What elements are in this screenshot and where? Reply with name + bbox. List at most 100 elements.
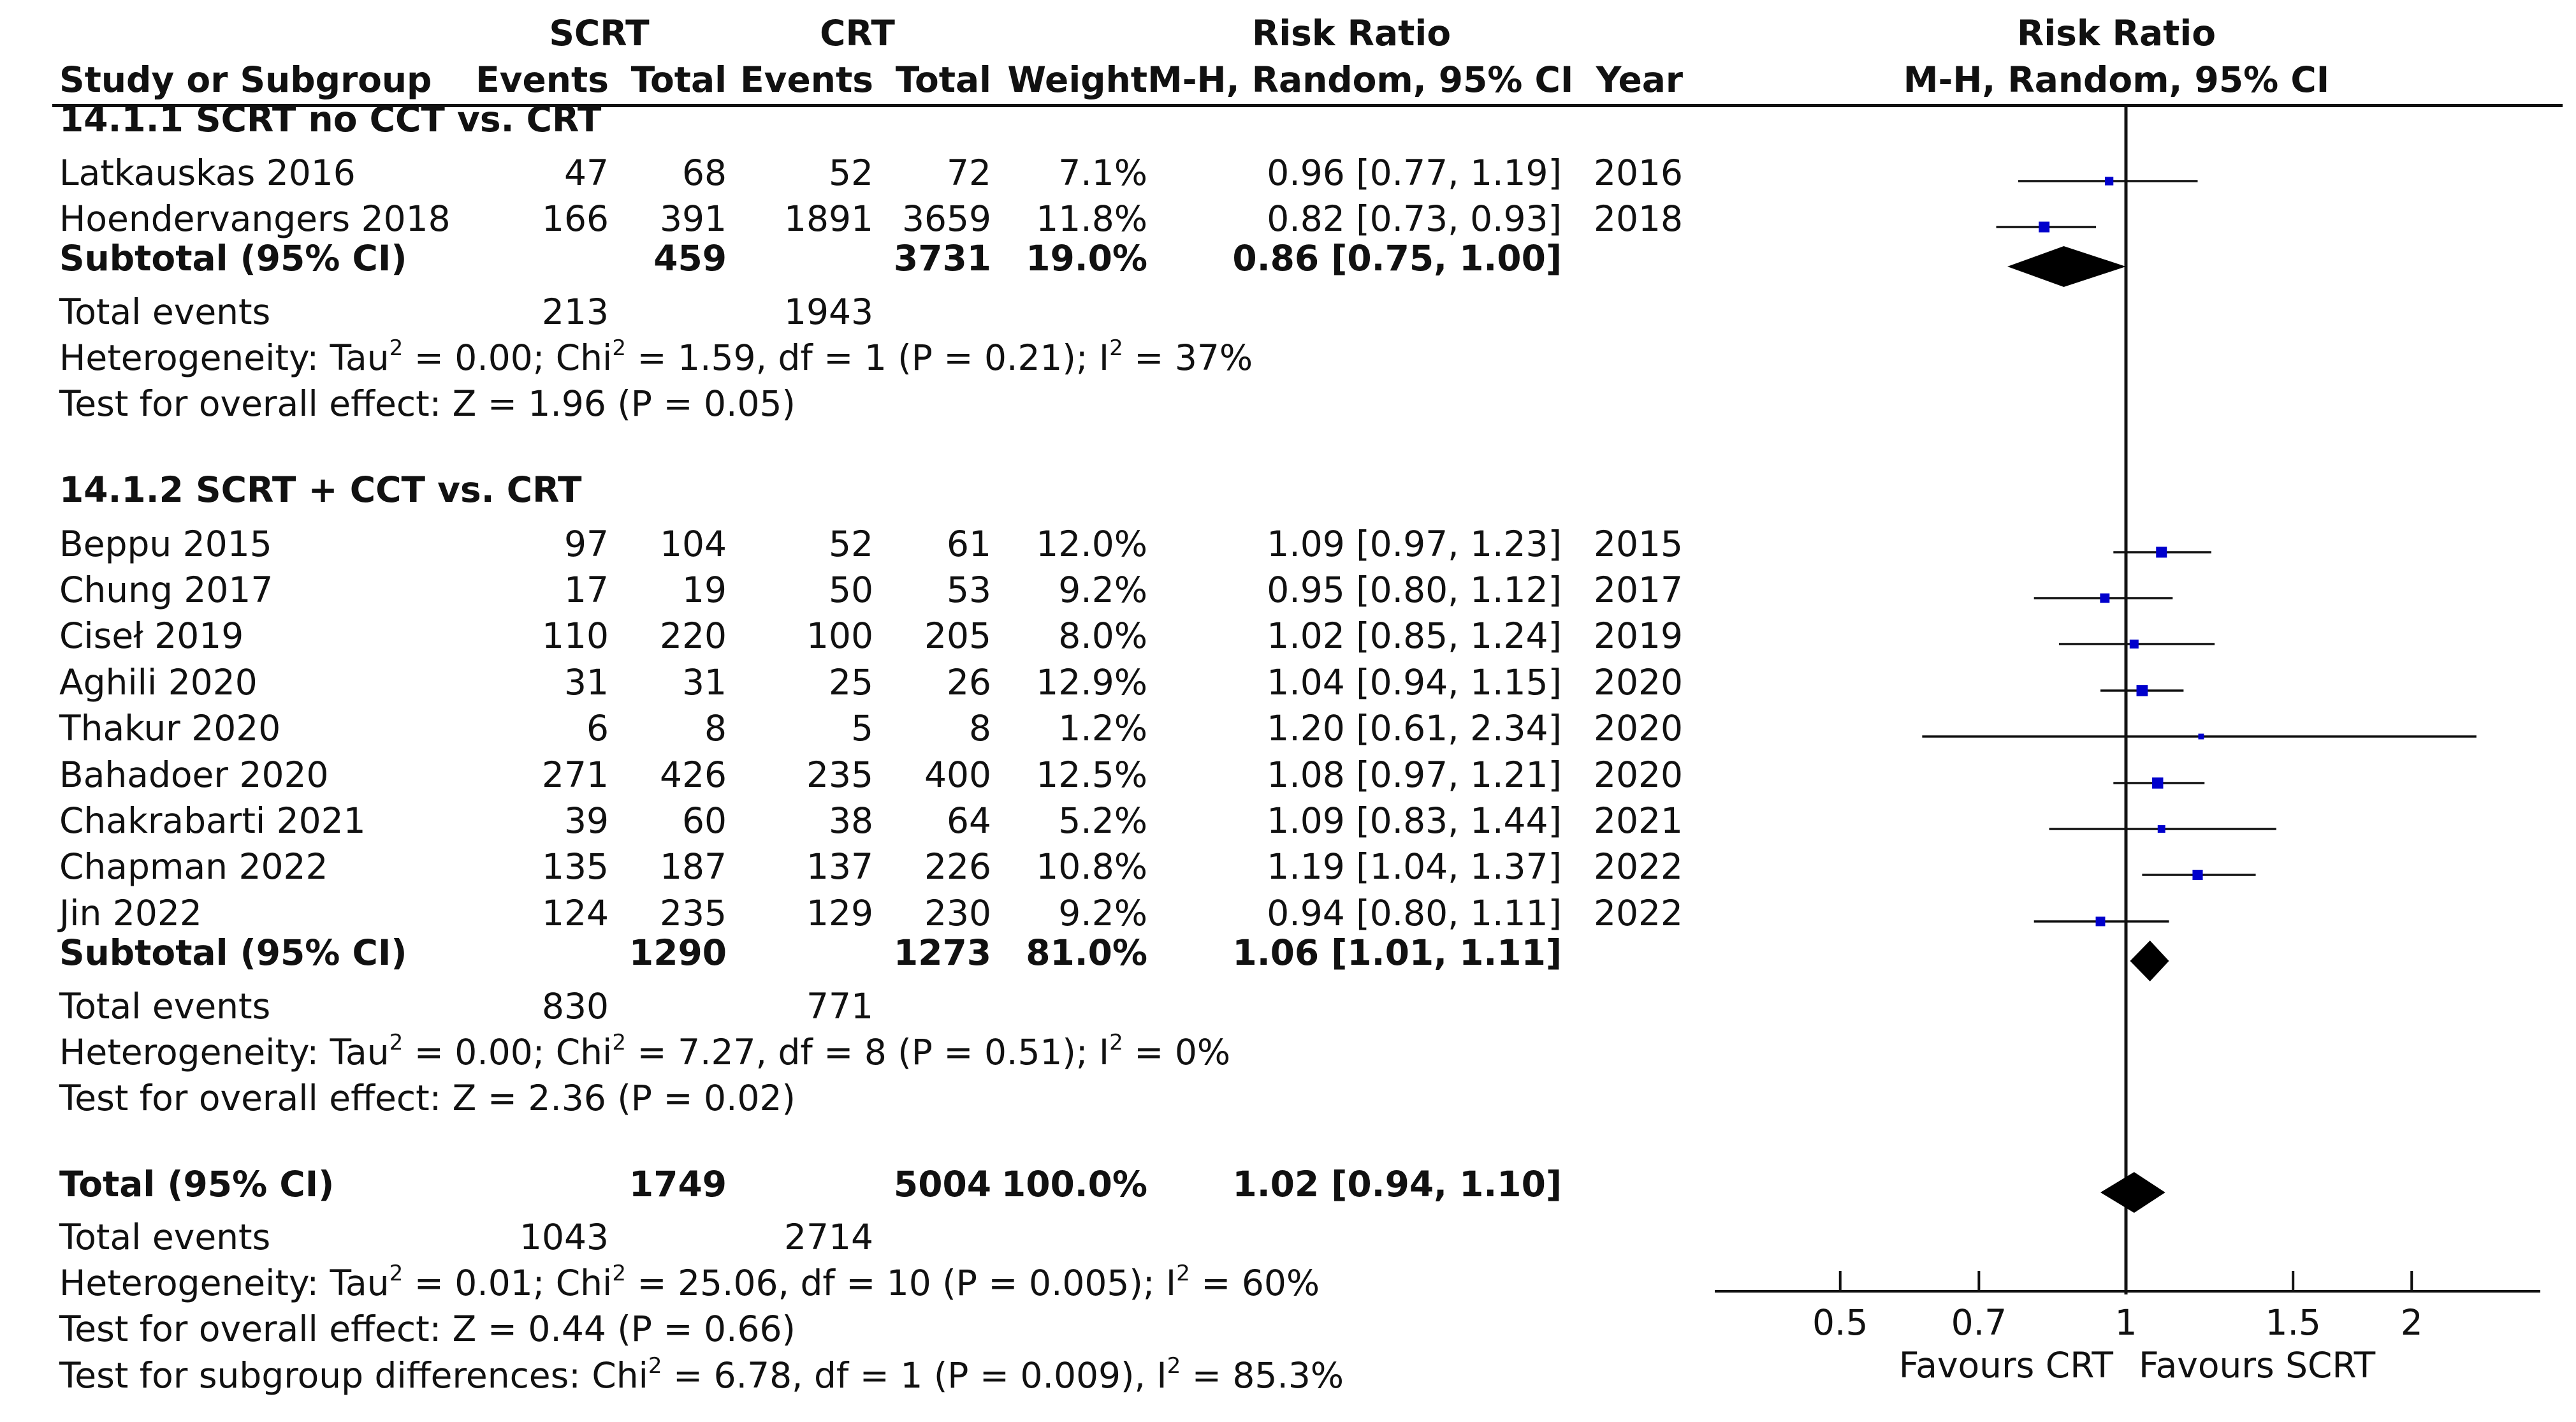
scrt-total: 220 bbox=[660, 615, 727, 656]
study-risk-ratio-ci: 1.20 [0.61, 2.34] bbox=[1267, 708, 1562, 749]
plot-title-header: Risk Ratio bbox=[2016, 13, 2216, 54]
superscript-two: 2 bbox=[1167, 1352, 1181, 1379]
study-marker bbox=[2192, 869, 2203, 881]
study-marker bbox=[2104, 177, 2114, 186]
study-risk-ratio-ci: 1.08 [0.97, 1.21] bbox=[1267, 754, 1562, 795]
study-year: 2018 bbox=[1594, 198, 1683, 239]
heterogeneity-text-part: = 1.59, df = 1 (P = 0.21); I bbox=[626, 337, 1110, 378]
study-risk-ratio-ci: 0.94 [0.80, 1.11] bbox=[1267, 893, 1562, 934]
total-events-scrt: 1043 bbox=[520, 1217, 609, 1257]
crt-total: 64 bbox=[947, 800, 991, 841]
crt-events: 25 bbox=[829, 662, 873, 703]
crt-total: 3659 bbox=[902, 198, 991, 239]
crt-events: 1891 bbox=[784, 198, 873, 239]
total-label: Total (95% CI) bbox=[59, 1164, 335, 1205]
crt-events: 38 bbox=[829, 800, 873, 841]
study-year: 2022 bbox=[1594, 846, 1683, 887]
crt-events: 52 bbox=[829, 524, 873, 564]
subtotal-risk-ratio-ci: 1.06 [1.01, 1.11] bbox=[1232, 932, 1562, 973]
study-weight: 1.2% bbox=[1058, 708, 1147, 749]
crt-events: 137 bbox=[806, 846, 873, 887]
study-marker bbox=[2100, 593, 2110, 603]
scrt-events: 47 bbox=[564, 152, 609, 193]
heterogeneity-text-part: Heterogeneity: Tau bbox=[59, 337, 389, 378]
study-marker bbox=[2039, 221, 2050, 233]
study-name: Chapman 2022 bbox=[59, 846, 328, 887]
crt-events: 50 bbox=[829, 569, 873, 610]
study-marker bbox=[2198, 733, 2204, 740]
study-name: Chakrabarti 2021 bbox=[59, 800, 366, 841]
study-marker bbox=[2129, 640, 2139, 649]
heterogeneity-text-part: = 0.00; Chi bbox=[403, 1032, 613, 1073]
study-marker bbox=[2095, 916, 2106, 927]
x-axis-tick-label: 2 bbox=[2401, 1302, 2423, 1343]
superscript-two: 2 bbox=[1176, 1260, 1190, 1286]
superscript-two: 2 bbox=[612, 1260, 627, 1286]
study-year: 2020 bbox=[1594, 662, 1683, 703]
x-axis-tick-label: 1 bbox=[2115, 1302, 2137, 1343]
study-year: 2020 bbox=[1594, 708, 1683, 749]
study-year: 2021 bbox=[1594, 800, 1683, 841]
heterogeneity-text-part: = 0.00; Chi bbox=[403, 337, 613, 378]
scrt-events: 6 bbox=[586, 708, 609, 749]
study-name: Jin 2022 bbox=[59, 893, 202, 934]
heterogeneity-text-part: = 7.27, df = 8 (P = 0.51); I bbox=[626, 1032, 1110, 1073]
superscript-two: 2 bbox=[1109, 335, 1123, 361]
study-column-header: Study or Subgroup bbox=[59, 59, 432, 100]
scrt-events: 97 bbox=[564, 524, 609, 564]
study-marker bbox=[2152, 777, 2164, 789]
study-weight: 12.5% bbox=[1036, 754, 1147, 795]
superscript-two: 2 bbox=[389, 1029, 404, 1055]
study-name: Beppu 2015 bbox=[59, 524, 272, 564]
x-axis-tick-label: 0.7 bbox=[1951, 1302, 2007, 1343]
favours-crt-label: Favours CRT bbox=[1899, 1345, 2114, 1386]
scrt-events: 39 bbox=[564, 800, 609, 841]
total-weight: 100.0% bbox=[1001, 1164, 1147, 1205]
study-risk-ratio-ci: 0.82 [0.73, 0.93] bbox=[1267, 198, 1562, 239]
x-axis-tick-label: 1.5 bbox=[2265, 1302, 2320, 1343]
scrt-events: 17 bbox=[564, 569, 609, 610]
study-name: Latkauskas 2016 bbox=[59, 152, 356, 193]
study-risk-ratio-ci: 1.02 [0.85, 1.24] bbox=[1267, 615, 1562, 656]
superscript-two: 2 bbox=[612, 335, 627, 361]
scrt-total: 235 bbox=[660, 893, 727, 934]
study-name: Hoendervangers 2018 bbox=[59, 198, 451, 239]
subgroup-differences-text: Test for subgroup differences: Chi2 = 6.… bbox=[59, 1355, 1344, 1396]
crt-events: 52 bbox=[829, 152, 873, 193]
overall-effect-text: Test for overall effect: Z = 1.96 (P = 0… bbox=[59, 383, 796, 424]
total-diamond bbox=[2100, 1172, 2165, 1213]
study-weight: 12.0% bbox=[1036, 524, 1147, 564]
study-risk-ratio-ci: 0.96 [0.77, 1.19] bbox=[1267, 152, 1562, 193]
crt-total: 61 bbox=[947, 524, 991, 564]
study-weight: 12.9% bbox=[1036, 662, 1147, 703]
total1-header: Total bbox=[630, 59, 727, 100]
total-risk-ratio-ci: 1.02 [0.94, 1.10] bbox=[1232, 1164, 1562, 1205]
scrt-events: 124 bbox=[542, 893, 609, 934]
study-year: 2016 bbox=[1594, 152, 1683, 193]
study-weight: 7.1% bbox=[1058, 152, 1147, 193]
weight-header: Weight bbox=[1007, 59, 1147, 100]
subtotal-crt-total: 1273 bbox=[893, 932, 991, 973]
total-events-label: Total events bbox=[59, 1217, 271, 1257]
scrt-events: 135 bbox=[542, 846, 609, 887]
subtotal-weight: 81.0% bbox=[1026, 932, 1147, 973]
study-weight: 9.2% bbox=[1058, 893, 1147, 934]
study-year: 2019 bbox=[1594, 615, 1683, 656]
study-risk-ratio-ci: 1.04 [0.94, 1.15] bbox=[1267, 662, 1562, 703]
heterogeneity-text-part: = 60% bbox=[1190, 1263, 1320, 1303]
study-marker bbox=[2157, 825, 2165, 833]
group2-header: CRT bbox=[820, 13, 895, 54]
heterogeneity-text-part: = 0% bbox=[1123, 1032, 1231, 1073]
subgroup-differences-text-part: = 6.78, df = 1 (P = 0.009), I bbox=[662, 1355, 1167, 1396]
crt-total: 400 bbox=[924, 754, 991, 795]
study-name: Chung 2017 bbox=[59, 569, 273, 610]
study-marker bbox=[2136, 685, 2148, 696]
crt-events: 100 bbox=[806, 615, 873, 656]
heterogeneity-text: Heterogeneity: Tau2 = 0.00; Chi2 = 1.59,… bbox=[59, 337, 1253, 376]
crt-total: 226 bbox=[924, 846, 991, 887]
study-weight: 11.8% bbox=[1036, 198, 1147, 239]
total2-header: Total bbox=[895, 59, 991, 100]
crt-total: 230 bbox=[924, 893, 991, 934]
